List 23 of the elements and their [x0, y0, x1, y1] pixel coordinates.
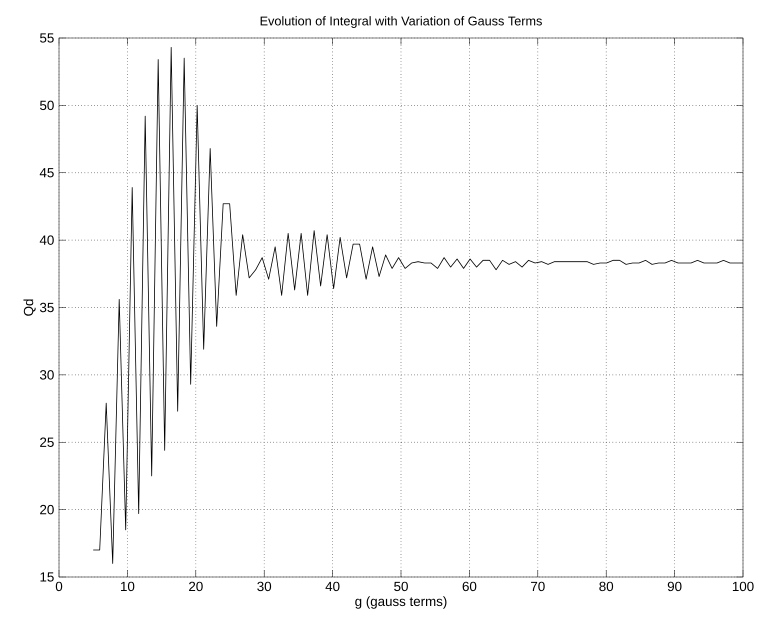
x-tick-label: 100: [732, 582, 754, 592]
x-tick-label: 70: [531, 582, 545, 592]
x-axis-title: g (gauss terms): [355, 596, 446, 609]
x-tick-label: 60: [462, 582, 476, 592]
y-tick-label: 45: [40, 168, 54, 178]
y-tick-label: 55: [40, 33, 54, 43]
x-tick-label: 10: [121, 582, 134, 592]
y-tick-label: 40: [40, 235, 54, 245]
y-tick-label: 15: [40, 572, 54, 582]
x-tick-label: 30: [257, 582, 272, 592]
y-tick-label: 35: [40, 302, 54, 312]
x-tick-label: 0: [56, 582, 62, 592]
y-tick-label: 20: [40, 504, 54, 514]
y-axis-title: Qd: [23, 299, 36, 316]
x-tick-label: 50: [394, 582, 408, 592]
x-tick-label: 80: [599, 582, 614, 592]
chart-title: Evolution of Integral with Variation of Gauss Terms: [260, 16, 542, 28]
y-tick-label: 25: [40, 438, 54, 447]
x-tick-label: 20: [189, 582, 203, 592]
y-tick-label: 50: [40, 100, 54, 110]
x-tick-label: 40: [326, 582, 340, 592]
y-tick-label: 30: [40, 370, 54, 380]
x-tick-label: 90: [668, 582, 682, 592]
